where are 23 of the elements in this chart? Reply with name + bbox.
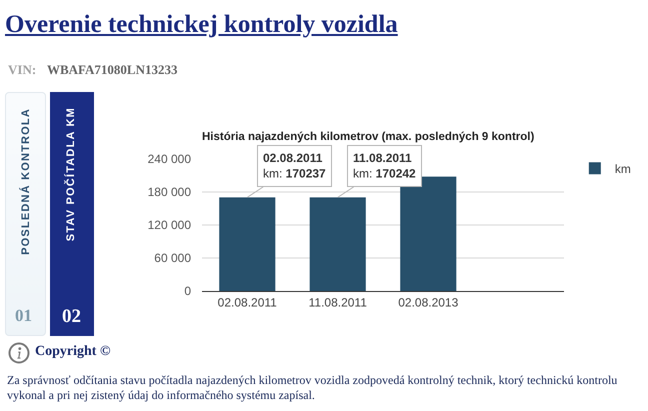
y-tick-label: 120 000 [148,218,192,232]
text: 01 [15,306,32,326]
text: Za správnosť odčítania stavu počítadla najazdených kilometrov vozidla zodpovedá kontrolný technik, ktorý technickú kontrolu vykonal a pri nej zistený údaj do informačného systému zapísal. [7,373,618,403]
legend-label: km [614,162,631,176]
x-tick-label: 11.08.2011 [308,295,368,310]
y-tick-label: 0 [184,284,192,298]
x-tick-label: 02.08.2013 [398,295,459,310]
text: Copyright © [35,344,110,360]
y-tick-label: 60 000 [154,251,192,266]
bar [219,197,276,291]
text: STAV POČÍTADLA KM [65,107,77,242]
chart-subtitle: História najazdených kilometrov (max. posledných 9 kontrol) [202,130,534,143]
text: 02 [62,306,81,328]
bar [310,197,366,291]
x-tick-label: 02.08.2011 [218,295,278,310]
y-tick-label: 240 000 [148,152,192,166]
text: WBAFA71080LN13233 [47,62,178,78]
bar [400,176,456,291]
chart-title: Overenie technickej kontroly vozidla [5,11,398,39]
text: VIN: [8,62,36,78]
annotation: 11.08.2011 km: 170242 [353,151,416,181]
y-tick-label: 180 000 [148,185,192,200]
text: POSLEDNÁ KONTROLA [20,108,32,255]
